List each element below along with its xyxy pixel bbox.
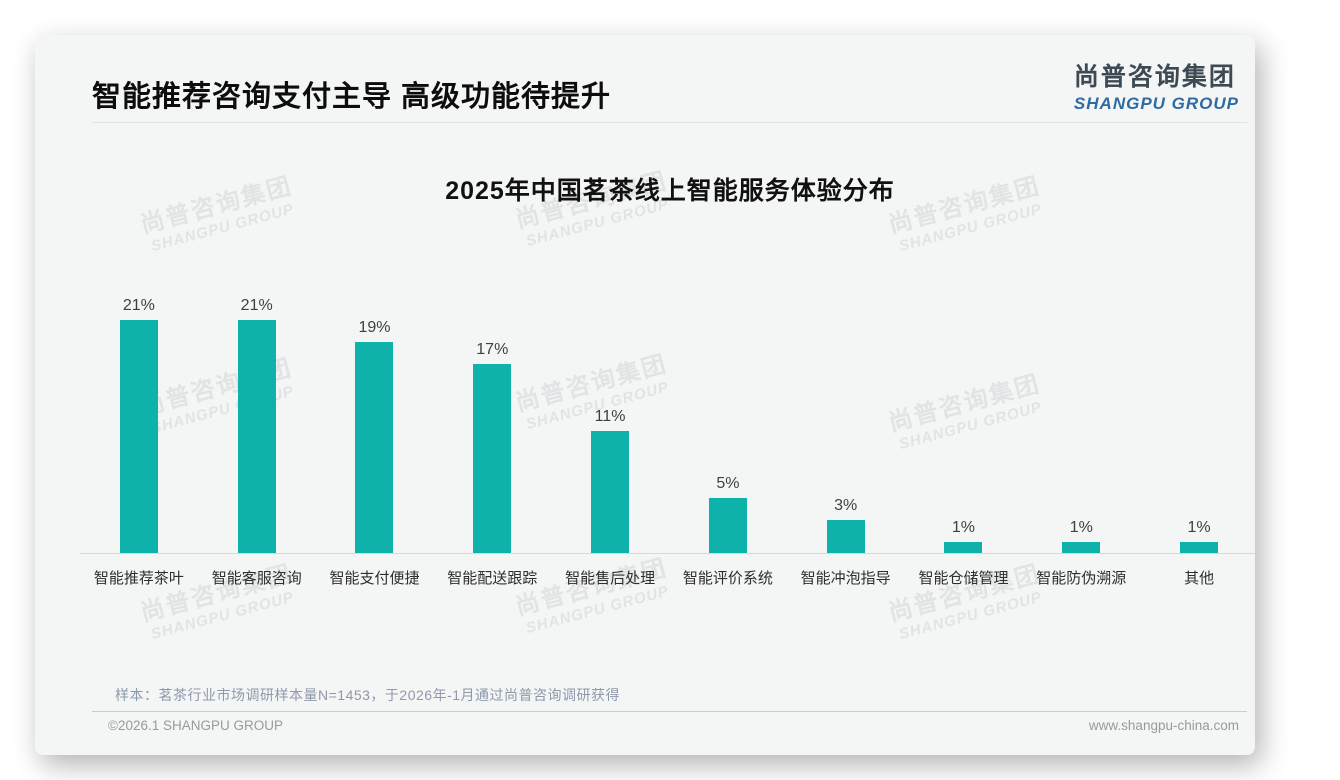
bar (237, 320, 276, 553)
bar-column: 5% (669, 475, 787, 553)
bar (119, 320, 158, 553)
bar-column: 21% (198, 297, 316, 553)
bar (1062, 542, 1101, 553)
bar (944, 542, 983, 553)
company-logo: 尚普咨询集团 SHANGPU GROUP (1074, 57, 1239, 114)
bar-column: 1% (1140, 519, 1255, 553)
bar (473, 364, 512, 553)
copyright-text: ©2026.1 SHANGPU GROUP (108, 718, 284, 733)
watermark-en-text: SHANGPU GROUP (897, 200, 1044, 256)
watermark-en-text: SHANGPU GROUP (149, 200, 296, 256)
bar (708, 498, 747, 553)
chart-title: 2025年中国茗茶线上智能服务体验分布 (445, 177, 895, 205)
bar-value-label: 1% (1069, 519, 1093, 536)
category-label: 智能推荐茶叶 (93, 570, 184, 587)
footer-divider (92, 711, 1247, 712)
category-label: 智能客服咨询 (211, 570, 302, 587)
logo-en-text: SHANGPU GROUP (1073, 94, 1239, 113)
bar-column: 17% (433, 341, 551, 553)
bar-value-label: 3% (834, 497, 858, 514)
website-link[interactable]: www.shangpu-china.com (1088, 718, 1239, 733)
category-axis: 智能推荐茶叶 智能客服咨询 智能支付便捷 智能配送跟踪 智能售后处理 智能评价系统 智能冲泡… (80, 554, 1255, 588)
header-divider (92, 122, 1247, 123)
bar-value-label: 21% (122, 297, 155, 314)
sample-note: 样本：茗茶行业市场调研样本量N=1453，于2026年-1月通过尚普咨询调研获得 (115, 687, 621, 703)
slide: 尚普咨询集团 SHANGPU GROUP 尚普咨询集团 SHANGPU GROUP 尚普… (35, 35, 1255, 755)
bar-column: 3% (787, 497, 905, 553)
bar-column: 1% (905, 519, 1023, 553)
bar (591, 431, 630, 553)
category-label: 智能配送跟踪 (447, 570, 538, 587)
bars-plot-area: 21% 21% 19% 17% 11% 5% 3% 1% 1% 1% (80, 285, 1255, 553)
bar (1180, 542, 1219, 553)
watermark-en-text: SHANGPU GROUP (897, 588, 1044, 644)
category-label: 智能防伪溯源 (1036, 570, 1127, 587)
category-label: 智能支付便捷 (329, 570, 420, 587)
bar-column: 19% (316, 319, 434, 553)
bar-value-label: 1% (951, 519, 976, 536)
category-label: 智能仓储管理 (918, 570, 1009, 587)
bar (826, 520, 865, 553)
bar-value-label: 1% (1187, 519, 1211, 536)
bar-column: 1% (1022, 519, 1140, 553)
watermark-en-text: SHANGPU GROUP (524, 582, 671, 638)
category-label: 智能售后处理 (565, 570, 656, 587)
bar-value-label: 17% (476, 341, 509, 358)
category-label: 其他 (1184, 570, 1215, 587)
bar-value-label: 21% (240, 297, 273, 314)
bar (355, 342, 394, 553)
bar-chart: 21% 21% 19% 17% 11% 5% 3% 1% 1% 1% 智能推荐茶叶 智能客服咨询 智能… (80, 285, 1255, 588)
bar-value-label: 5% (716, 475, 740, 492)
page-title: 智能推荐咨询支付主导 高级功能待提升 (92, 81, 612, 113)
footer-bar: ©2026.1 SHANGPU GROUP www.shangpu-china.… (108, 718, 1239, 733)
category-label: 智能评价系统 (682, 570, 773, 587)
bar-value-label: 11% (594, 408, 626, 425)
logo-cn-text: 尚普咨询集团 (1073, 63, 1236, 91)
watermark-en-text: SHANGPU GROUP (149, 588, 296, 644)
bar-column: 11% (551, 408, 669, 553)
category-label: 智能冲泡指导 (800, 570, 891, 587)
bar-column: 21% (80, 297, 198, 553)
bar-value-label: 19% (358, 319, 391, 336)
x-axis-line (80, 553, 1255, 554)
